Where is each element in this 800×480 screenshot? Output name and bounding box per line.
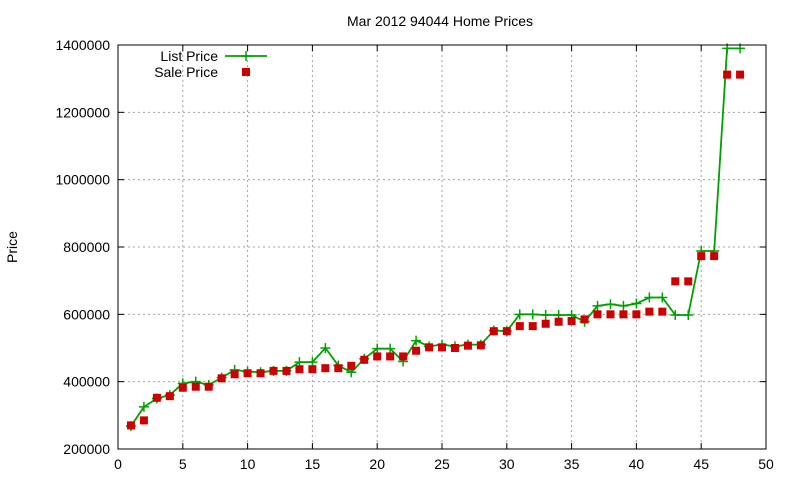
sale-price-point [606,310,615,319]
legend-square-marker [242,68,250,76]
list-price-point [644,292,655,303]
x-tick-label: 50 [758,456,774,472]
sale-price-point [632,310,641,319]
sale-price-series [126,70,745,430]
y-tick-label: 400000 [63,374,110,390]
sale-price-point [476,341,485,350]
sale-price-point [619,310,628,319]
list-price-point [385,343,396,354]
list-price-point [670,310,681,321]
x-tick-label: 25 [434,456,450,472]
y-tick-label: 1200000 [55,104,110,120]
sale-price-point [710,252,719,261]
sale-price-point [308,365,317,374]
y-tick-label: 200000 [63,441,110,457]
sale-price-point [593,310,602,319]
x-tick-label: 35 [564,456,580,472]
list-price-point [683,310,694,321]
sale-price-point [165,392,174,401]
list-price-point [540,310,551,321]
y-tick-label: 800000 [63,239,110,255]
sale-price-point [528,322,537,331]
series-layer [125,43,746,432]
x-tick-label: 20 [369,456,385,472]
sale-price-point [178,383,187,392]
chart-title: Mar 2012 94044 Home Prices [347,13,533,29]
sale-price-point [217,374,226,383]
sale-price-point [515,322,524,331]
legend-label: List Price [160,48,218,64]
x-tick-label: 45 [693,456,709,472]
x-tick-label: 10 [240,456,256,472]
sale-price-point [230,370,239,379]
sale-price-point [399,352,408,361]
sale-price-point [567,317,576,326]
axis-ticks: 200000 400000 600000 800000 1000000 1200000 14… [55,37,774,472]
sale-price-point [152,393,161,402]
y-tick-label: 600000 [63,306,110,322]
list-price-point [411,335,422,346]
sale-price-point [412,346,421,355]
sale-price-point [269,366,278,375]
x-tick-label: 40 [629,456,645,472]
sale-price-point [541,319,550,328]
list-price-series [125,43,746,432]
sale-price-point [282,366,291,375]
list-price-point [605,299,616,310]
sale-price-point [580,315,589,324]
list-price-point [527,309,538,320]
y-tick-label: 1000000 [55,172,110,188]
legend-plus-marker [241,51,251,61]
sale-price-point [463,341,472,350]
list-price-point [514,309,525,320]
sale-price-point [502,327,511,336]
legend-label: Sale Price [154,64,218,80]
y-axis-label: Price [4,231,20,263]
sale-price-point [360,355,369,364]
list-price-point [618,300,629,311]
sale-price-point [554,317,563,326]
sale-price-point [723,70,732,79]
sale-price-point [425,343,434,352]
sale-price-point [334,364,343,373]
sale-price-point [204,382,213,391]
sale-price-point [450,344,459,352]
sale-price-point [386,352,395,361]
list-price-point [631,298,642,309]
sale-price-point [645,307,654,316]
sale-price-point [347,361,356,370]
sale-price-point [191,382,200,391]
list-price-point [592,300,603,311]
plot-frame [117,44,767,450]
sale-price-point [256,369,265,378]
sale-price-point [684,277,693,286]
sale-price-point [697,252,706,261]
sale-price-point [671,277,680,286]
grid [118,45,766,449]
sale-price-point [321,364,330,373]
x-tick-label: 0 [114,456,122,472]
list-price-point [138,401,149,412]
sale-price-point [489,327,498,336]
sale-price-point [736,70,745,79]
x-tick-label: 15 [305,456,321,472]
sale-price-point [243,369,252,378]
sale-price-point [658,307,667,316]
list-price-line [130,47,741,427]
list-price-point [657,292,668,303]
x-tick-label: 5 [179,456,187,472]
sale-price-point [438,343,446,352]
y-tick-label: 1400000 [55,37,110,53]
sale-price-point [295,365,304,374]
x-tick-label: 30 [499,456,515,472]
sale-price-point [126,421,135,430]
sale-price-point [139,416,148,425]
list-price-point [372,343,383,354]
sale-price-point [373,352,382,361]
list-price-point [320,343,331,353]
